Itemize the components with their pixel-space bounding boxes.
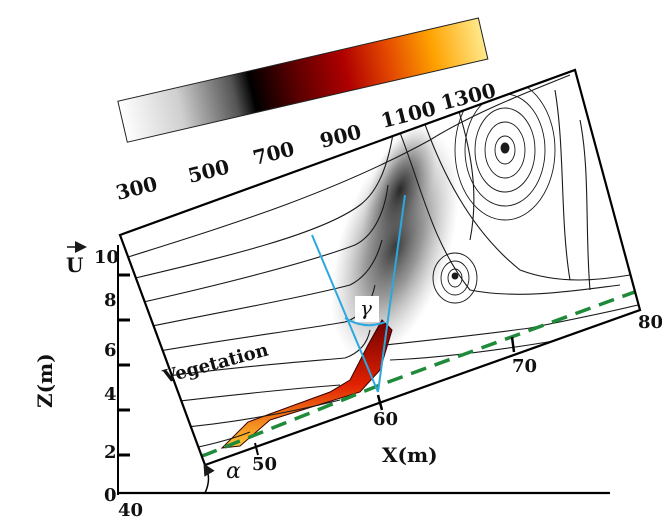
vortex-ring xyxy=(484,121,526,179)
vortex-center xyxy=(500,142,510,154)
slope-angle-symbol: α xyxy=(226,459,241,484)
flame-angle-symbol: γ xyxy=(360,296,372,320)
streamline xyxy=(124,74,571,259)
vortex-ring xyxy=(494,135,516,165)
flame-axis-normal xyxy=(311,234,379,393)
vortex-ring xyxy=(474,107,536,193)
flame-angle-arc xyxy=(344,317,386,327)
x-tick-label: 40 xyxy=(118,500,143,518)
streamline xyxy=(132,239,383,331)
vortex-ring xyxy=(440,260,470,296)
x-tick-label: 60 xyxy=(373,409,398,430)
vortex-ring xyxy=(447,268,463,288)
x-axis: 40 50 60 70 80 X(m) xyxy=(118,312,662,518)
colorbar-tick: 300 xyxy=(113,171,159,204)
vegetation-arrow xyxy=(129,383,166,407)
colorbar-tick: 500 xyxy=(185,154,231,187)
x-tick-label: 50 xyxy=(252,454,277,475)
vortex-lower xyxy=(432,252,478,304)
colorbar-rect xyxy=(117,17,489,143)
streamline xyxy=(384,304,639,346)
streamline xyxy=(126,119,396,281)
smoke-plume-core xyxy=(363,123,437,257)
domain-frame xyxy=(118,68,642,467)
z-tick-label: 4 xyxy=(104,384,117,405)
x-tick-mark xyxy=(510,336,516,353)
wind-vector-symbol: U xyxy=(66,253,83,277)
colorbar-tick: 900 xyxy=(317,119,363,152)
x-tick-mark xyxy=(376,394,384,411)
vortex-ring xyxy=(432,252,478,304)
flame-axis-tilt xyxy=(377,194,406,393)
streamline xyxy=(394,119,621,295)
streamline xyxy=(419,109,631,281)
wind-vector-label: U xyxy=(66,241,87,277)
slope-angle-arc xyxy=(203,463,215,494)
flame-angle-label-bg xyxy=(355,296,379,322)
z-tick-label: 10 xyxy=(94,247,119,268)
simulation-domain xyxy=(118,68,642,467)
vortex-center xyxy=(451,272,459,280)
z-axis: 0 2 4 6 8 10 Z(m) xyxy=(33,245,130,506)
streamline xyxy=(129,184,389,306)
z-tick-label: 8 xyxy=(104,290,117,311)
colorbar xyxy=(117,17,489,143)
streamline xyxy=(579,119,591,291)
x-axis-label: X(m) xyxy=(382,443,438,467)
colorbar-tick: 700 xyxy=(250,136,296,169)
x-tick-label: 80 xyxy=(638,312,662,333)
x-tick-label: 70 xyxy=(512,356,537,377)
z-axis-label: Z(m) xyxy=(33,353,57,408)
x-tick-mark xyxy=(254,442,259,456)
z-tick-label: 2 xyxy=(104,442,117,463)
z-tick-label: 0 xyxy=(104,485,117,506)
streamline xyxy=(139,329,371,381)
streamline xyxy=(554,89,571,281)
z-tick-label: 6 xyxy=(104,340,117,361)
